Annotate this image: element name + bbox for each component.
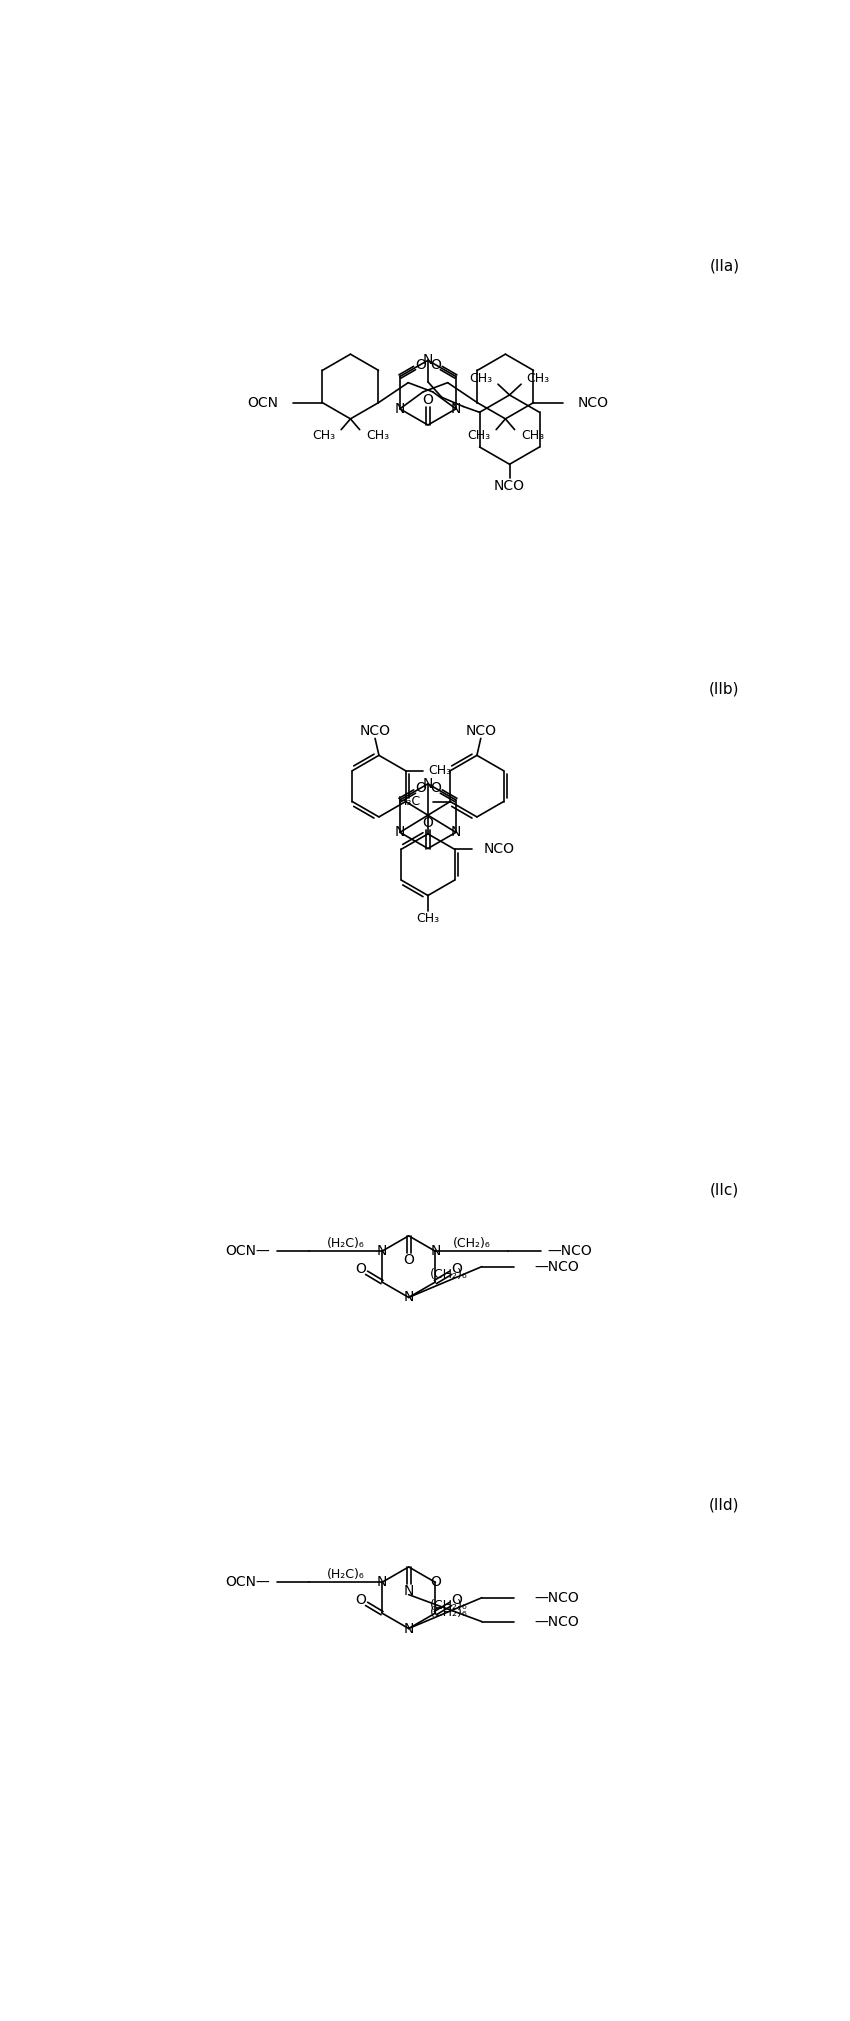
Text: (IIa): (IIa) <box>709 259 740 273</box>
Text: O: O <box>355 1593 366 1607</box>
Text: N: N <box>404 1584 414 1599</box>
Text: NCO: NCO <box>494 479 525 493</box>
Text: (IIc): (IIc) <box>710 1182 739 1196</box>
Text: O: O <box>451 1593 462 1607</box>
Text: N: N <box>450 825 461 839</box>
Text: NCO: NCO <box>578 396 609 410</box>
Text: N: N <box>404 1621 414 1635</box>
Text: O: O <box>415 780 426 794</box>
Text: (H₂C)₆: (H₂C)₆ <box>326 1237 365 1251</box>
Text: (CH₂)₆: (CH₂)₆ <box>430 1599 468 1613</box>
Text: H₃C: H₃C <box>398 794 421 808</box>
Text: OCN—: OCN— <box>225 1245 270 1259</box>
Text: (IId): (IId) <box>709 1498 740 1514</box>
Text: NCO: NCO <box>484 843 515 857</box>
Text: O: O <box>430 358 440 372</box>
Text: CH₃: CH₃ <box>526 372 550 384</box>
Text: (H₂C)₆: (H₂C)₆ <box>326 1568 365 1580</box>
Text: O: O <box>430 780 440 794</box>
Text: CH₃: CH₃ <box>428 764 452 778</box>
Text: (CH₂)₆: (CH₂)₆ <box>453 1237 490 1251</box>
Text: CH₃: CH₃ <box>312 428 335 443</box>
Text: O: O <box>422 816 434 831</box>
Text: N: N <box>422 776 434 790</box>
Text: (CH₂)₆: (CH₂)₆ <box>430 1267 468 1281</box>
Text: (CH₂)₆: (CH₂)₆ <box>430 1607 468 1619</box>
Text: NCO: NCO <box>360 724 391 738</box>
Text: N: N <box>377 1245 388 1259</box>
Text: —NCO: —NCO <box>534 1259 579 1273</box>
Text: —NCO: —NCO <box>547 1245 592 1259</box>
Text: —NCO: —NCO <box>534 1591 579 1605</box>
Text: O: O <box>451 1263 462 1275</box>
Text: O: O <box>422 392 434 406</box>
Text: N: N <box>450 402 461 416</box>
Text: OCN: OCN <box>246 396 278 410</box>
Text: N: N <box>377 1574 388 1589</box>
Text: CH₃: CH₃ <box>521 428 544 443</box>
Text: —NCO: —NCO <box>534 1615 579 1629</box>
Text: CH₃: CH₃ <box>366 428 389 443</box>
Text: O: O <box>415 358 426 372</box>
Text: N: N <box>394 402 405 416</box>
Text: CH₃: CH₃ <box>467 428 490 443</box>
Text: O: O <box>403 1253 414 1267</box>
Text: CH₃: CH₃ <box>469 372 493 384</box>
Text: (IIb): (IIb) <box>709 681 740 697</box>
Text: N: N <box>430 1245 440 1259</box>
Text: N: N <box>394 825 405 839</box>
Text: OCN—: OCN— <box>225 1574 270 1589</box>
Text: N: N <box>422 354 434 368</box>
Text: O: O <box>430 1574 441 1589</box>
Text: O: O <box>355 1263 366 1275</box>
Text: N: N <box>404 1291 414 1304</box>
Text: CH₃: CH₃ <box>416 911 439 926</box>
Text: NCO: NCO <box>465 724 496 738</box>
